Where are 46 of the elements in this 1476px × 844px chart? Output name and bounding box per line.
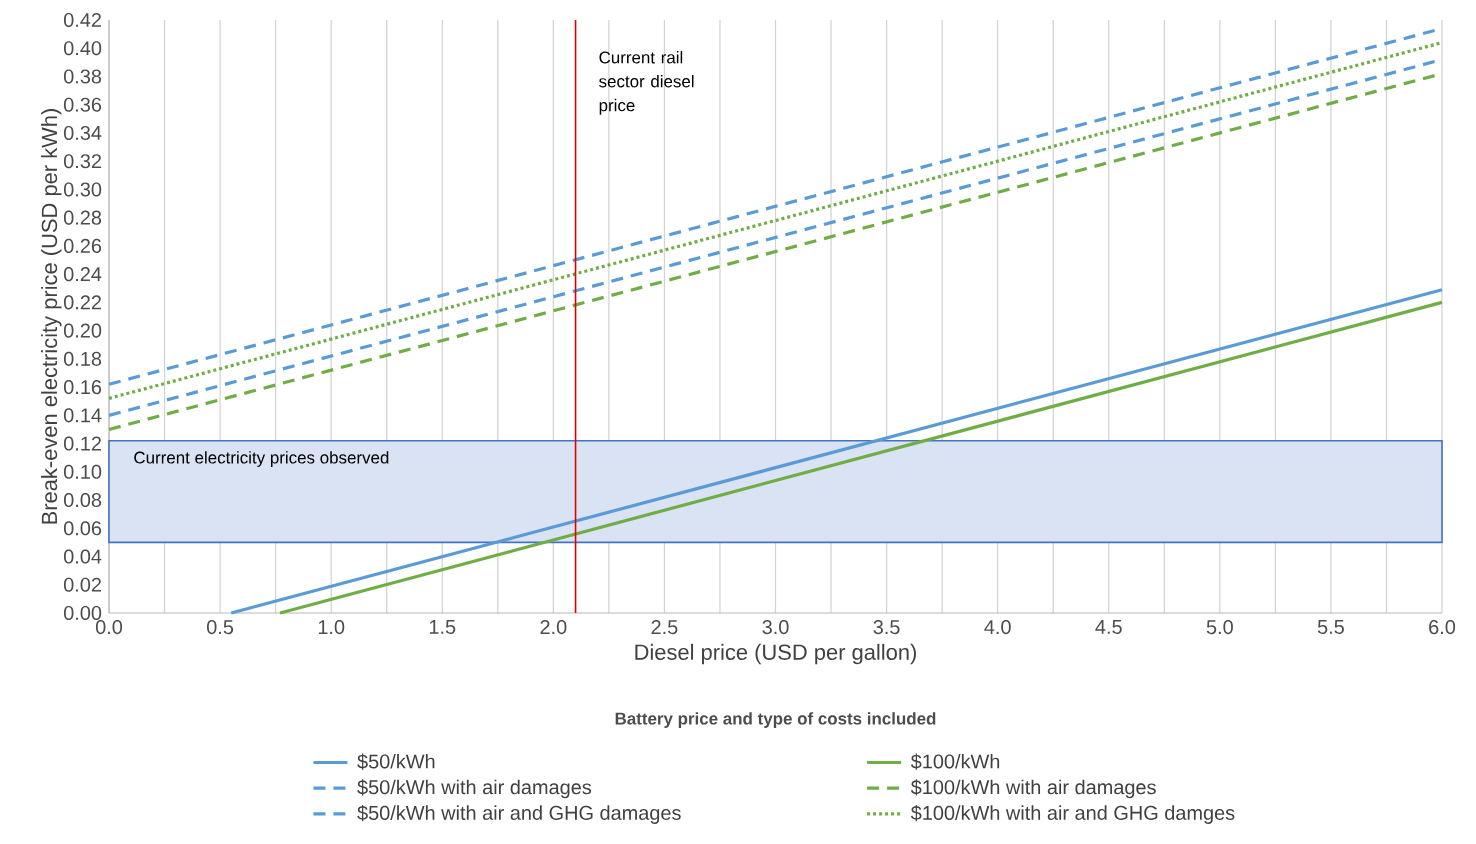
y-tick-label: 0.10: [63, 464, 102, 479]
x-axis-title: Diesel price (USD per gallon): [635, 643, 916, 665]
y-tick-label: 0.12: [63, 436, 101, 451]
x-tick-label: 2.0: [540, 620, 567, 635]
legend-label: $50/kWh with air and GHG damages: [357, 805, 681, 824]
x-tick-label: 3.5: [873, 620, 900, 635]
x-tick-label: 4.5: [1095, 620, 1122, 634]
x-tick-label: 5.5: [1317, 620, 1344, 634]
y-tick-label: 0.24: [63, 267, 102, 282]
legend-label: $100/kWh with air and GHG damges: [910, 805, 1235, 824]
x-tick-label: 1.0: [318, 620, 345, 635]
y-tick-label: 0.38: [63, 69, 102, 84]
y-tick-label: 0.18: [63, 351, 102, 366]
legend-label: $50/kWh: [357, 753, 435, 770]
legend-label: $100/kWh: [910, 753, 1000, 770]
y-tick-label: 0.20: [63, 323, 102, 338]
legend-title: Battery price and type of costs included: [615, 712, 936, 728]
band-label: Current electricity prices observed: [134, 451, 389, 467]
legend-label: $50/kWh with air damages: [357, 779, 592, 799]
y-tick-label: 0.40: [63, 41, 102, 56]
y-tick-label: 0.42: [63, 12, 101, 28]
y-tick-label: 0.04: [63, 549, 102, 564]
y-tick-label: 0.28: [63, 210, 102, 225]
y-tick-label: 0.32: [63, 154, 101, 169]
y-tick-label: 0.34: [63, 125, 102, 140]
x-tick-label: 3.0: [762, 620, 789, 635]
y-axis-title: Break-even electricity price (USD per kWh): [41, 109, 62, 524]
x-tick-label: 1.5: [429, 620, 456, 634]
y-tick-label: 0.16: [63, 380, 102, 395]
x-tick-label: 6.0: [1429, 620, 1456, 635]
y-tick-label: 0.00: [63, 605, 102, 621]
x-tick-label: 2.5: [651, 620, 678, 635]
y-tick-label: 0.06: [63, 521, 102, 536]
y-tick-label: 0.22: [63, 295, 101, 310]
ref-line-label: Current rail sector diesel price: [599, 51, 694, 115]
x-tick-label: 0.0: [95, 620, 123, 635]
y-tick-label: 0.30: [63, 182, 102, 197]
y-tick-label: 0.08: [63, 493, 102, 508]
x-tick-label: 4.0: [984, 620, 1011, 635]
legend-label: $100/kWh with air damages: [910, 779, 1156, 799]
y-tick-label: 0.02: [63, 577, 101, 592]
y-tick-label: 0.14: [63, 408, 102, 423]
x-tick-label: 0.5: [207, 620, 234, 635]
y-tick-label: 0.26: [63, 238, 102, 253]
y-tick-label: 0.36: [63, 97, 102, 112]
x-tick-label: 5.0: [1206, 620, 1233, 635]
